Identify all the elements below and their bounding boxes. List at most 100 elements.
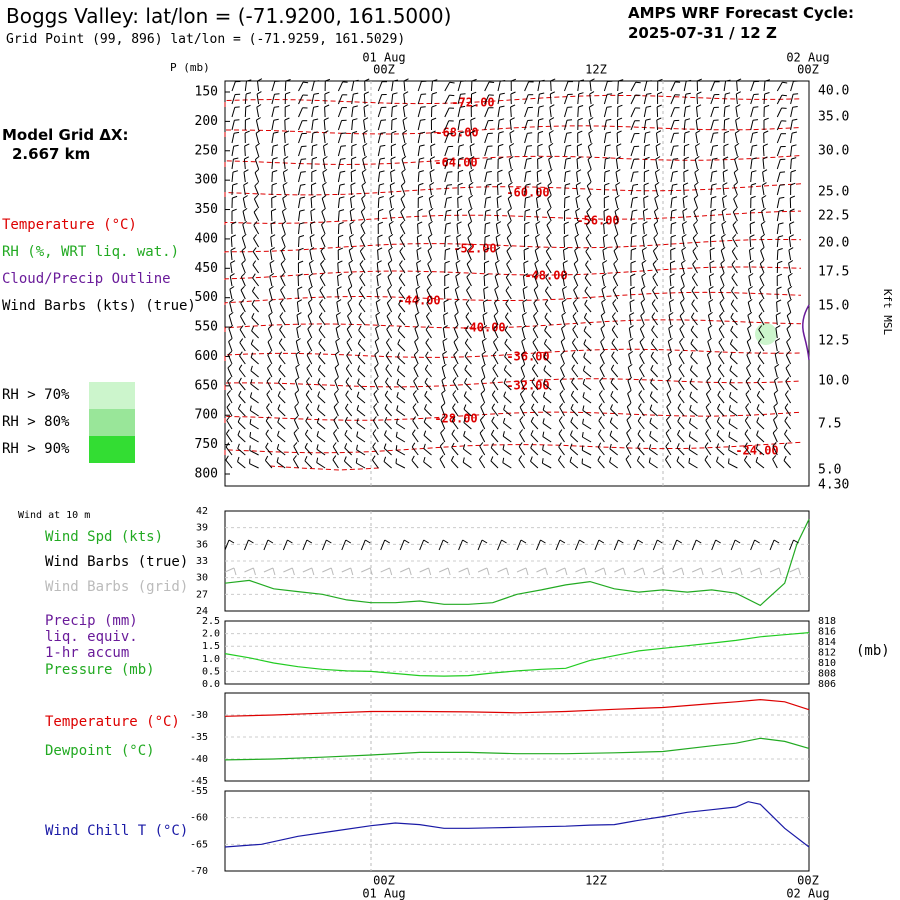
wind-barb bbox=[398, 286, 406, 300]
wind-barb bbox=[306, 337, 313, 352]
wind-barb-flag bbox=[735, 104, 741, 108]
wind-barb bbox=[707, 324, 713, 339]
wind-barb bbox=[502, 457, 512, 469]
wind-barb-staff bbox=[729, 356, 738, 365]
wind-barb-staff bbox=[776, 185, 781, 196]
wind-barb bbox=[745, 377, 752, 391]
wind-barb-flag bbox=[748, 273, 754, 277]
wind-barb-flag bbox=[532, 325, 537, 330]
wind-barb-flag bbox=[320, 233, 326, 239]
wind-barb-flag bbox=[610, 377, 614, 383]
wind-barb-staff bbox=[362, 159, 366, 170]
wind-barb-staff bbox=[493, 328, 499, 339]
wind-barb-staff bbox=[443, 315, 446, 326]
temperature-contour bbox=[224, 94, 802, 107]
wind-barb-flag bbox=[755, 456, 759, 462]
wind-barb-staff bbox=[395, 449, 406, 456]
wind-barb-staff bbox=[588, 107, 592, 118]
wind-barb-staff bbox=[231, 184, 234, 196]
surface-barb-staff bbox=[536, 539, 541, 551]
wind-barb-flag bbox=[427, 246, 433, 251]
wind-barb bbox=[457, 118, 465, 131]
wind-barb-staff bbox=[760, 224, 765, 235]
wind-barb bbox=[503, 404, 512, 417]
wind-barb-flag bbox=[311, 182, 317, 186]
wind-barb-staff bbox=[239, 355, 246, 365]
wind-barb-flag bbox=[307, 324, 312, 330]
wind-barb-flag bbox=[644, 144, 651, 147]
wind-barb-staff bbox=[670, 198, 673, 209]
wind-barb bbox=[535, 221, 541, 235]
wind-barb bbox=[271, 144, 279, 157]
wind-barb-flag bbox=[396, 405, 399, 411]
wind-barb-staff bbox=[564, 120, 568, 131]
wind-barb-flag bbox=[507, 220, 512, 226]
wind-barb-flag bbox=[453, 364, 457, 369]
wind-barb bbox=[707, 311, 713, 326]
wind-barb bbox=[239, 325, 246, 339]
wind-barb-staff bbox=[356, 462, 366, 469]
wind-barb bbox=[787, 285, 793, 300]
surface-barb-flag bbox=[734, 539, 741, 544]
wind-barb bbox=[734, 156, 739, 170]
wind-barb bbox=[718, 338, 725, 352]
wind-barb bbox=[441, 363, 447, 378]
wind-barb-staff bbox=[577, 81, 580, 92]
kft-tick-label: 4.30 bbox=[818, 478, 849, 493]
wind-barb-flag bbox=[606, 106, 612, 108]
wind-barb-flag bbox=[279, 325, 283, 330]
wind-barb-staff bbox=[748, 263, 752, 274]
wind-barb-staff bbox=[480, 380, 486, 391]
wind-barb-flag bbox=[707, 337, 712, 342]
wind-barb-staff bbox=[255, 120, 260, 131]
wind-barb-flag bbox=[639, 324, 645, 330]
wind-barb-flag bbox=[335, 337, 341, 342]
surface-barb-flag bbox=[442, 539, 449, 544]
wind-barb-flag bbox=[357, 352, 361, 358]
wind-barb-flag bbox=[361, 194, 366, 199]
wind-barb bbox=[534, 247, 540, 261]
wind-barb bbox=[564, 81, 573, 92]
wind-barb bbox=[311, 105, 319, 118]
wind-barb-flag bbox=[267, 350, 272, 356]
wind-barb-staff bbox=[444, 94, 450, 105]
wind-barb-flag bbox=[571, 377, 575, 383]
wind-barb bbox=[344, 429, 353, 443]
wind-barb-staff bbox=[317, 382, 326, 391]
wind-barb-flag bbox=[689, 404, 692, 410]
wind-barb-flag bbox=[294, 376, 300, 381]
wind-barb-flag bbox=[424, 404, 427, 410]
wind-barb-flag bbox=[363, 130, 368, 134]
wind-barb-staff bbox=[602, 250, 605, 261]
wind-barb-flag bbox=[444, 286, 450, 290]
wind-barb bbox=[524, 81, 534, 92]
wind-barb-staff bbox=[603, 146, 607, 157]
wind-barb-flag bbox=[392, 92, 398, 95]
wind-barb-staff bbox=[561, 315, 565, 326]
wind-barb-staff bbox=[611, 316, 619, 326]
wind-barb bbox=[268, 298, 274, 313]
windchill-tick-label: -70 bbox=[190, 866, 208, 877]
wind-barb-staff bbox=[311, 107, 315, 118]
wind-barb bbox=[280, 286, 286, 300]
wind-barb-flag bbox=[345, 364, 350, 369]
wind-barb bbox=[665, 455, 672, 469]
wind-barb-flag bbox=[784, 416, 788, 422]
wind-barb-staff bbox=[601, 302, 605, 313]
wind-barb bbox=[763, 79, 771, 92]
wind-barb-flag bbox=[772, 455, 777, 460]
wind-barb bbox=[417, 170, 424, 183]
surface-wind-barb bbox=[341, 539, 352, 551]
wind-barb-staff bbox=[524, 107, 529, 118]
wind-barb-staff bbox=[639, 354, 645, 365]
wind-barb-flag bbox=[225, 429, 230, 434]
wind-barb bbox=[762, 169, 768, 183]
wind-barb-staff bbox=[415, 276, 419, 287]
wind-barb bbox=[750, 131, 758, 144]
wind-barb-staff bbox=[335, 315, 339, 326]
wind-barb bbox=[451, 416, 459, 430]
wind-barb bbox=[709, 247, 715, 261]
wind-barb-flag bbox=[293, 428, 298, 434]
wind-barb-flag bbox=[586, 194, 591, 200]
wind-barb-staff bbox=[729, 396, 738, 404]
